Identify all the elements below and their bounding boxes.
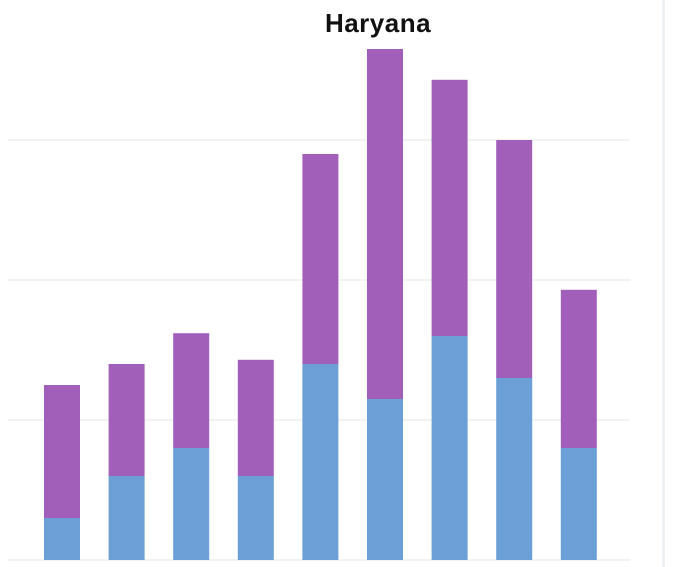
bar-6-segment-top bbox=[367, 49, 403, 399]
bar-3-segment-top bbox=[173, 333, 210, 448]
bar-2-segment-top bbox=[108, 364, 145, 476]
right-border bbox=[662, 0, 665, 567]
bar-3-segment-bottom bbox=[173, 448, 210, 560]
bar-7-segment-bottom bbox=[431, 336, 468, 560]
bar-9-segment-bottom bbox=[560, 448, 597, 560]
bar-2-segment-bottom bbox=[108, 476, 145, 560]
bar-5-segment-top bbox=[302, 154, 339, 364]
bar-4-segment-bottom bbox=[237, 476, 274, 560]
bar-8-segment-bottom bbox=[496, 378, 533, 560]
bar-1-segment-top bbox=[44, 385, 80, 518]
bar-1-segment-bottom bbox=[44, 518, 80, 560]
bar-8-segment-top bbox=[496, 140, 533, 378]
bar-5-segment-bottom bbox=[302, 364, 339, 560]
bar-9-segment-top bbox=[560, 289, 597, 448]
bar-6-segment-bottom bbox=[367, 399, 403, 560]
bar-4-segment-top bbox=[237, 359, 274, 476]
chart-title: Haryana bbox=[324, 8, 432, 38]
bar-7-segment-top bbox=[431, 79, 468, 337]
